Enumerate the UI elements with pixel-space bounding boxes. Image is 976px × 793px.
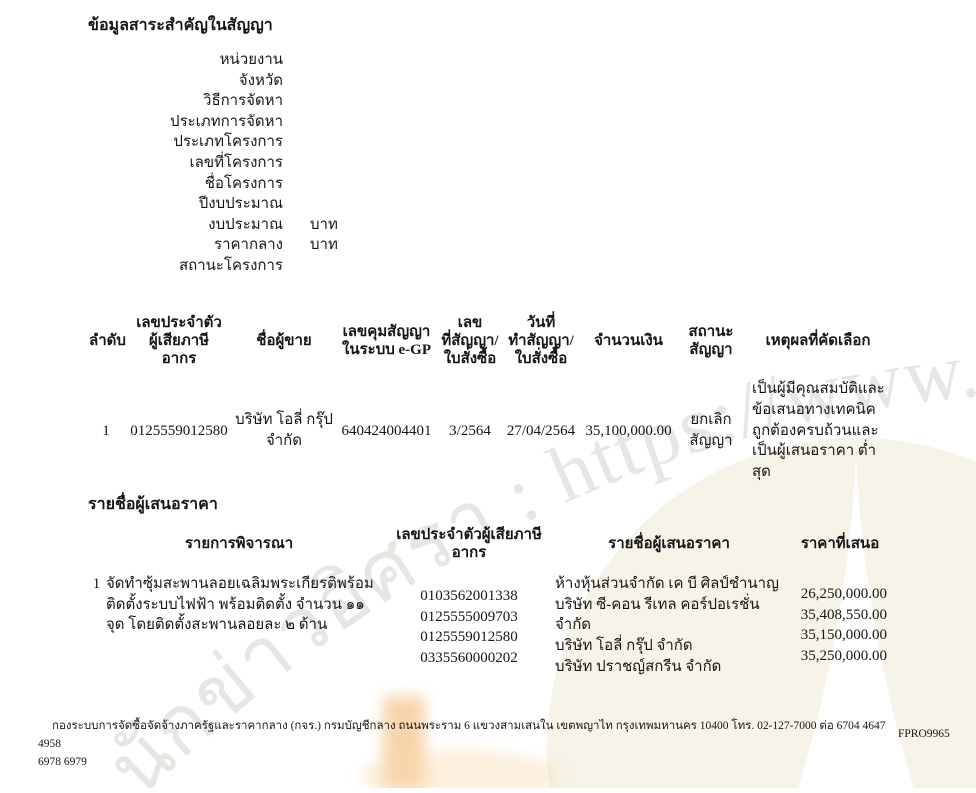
cell-contract-status: ยกเลิก สัญญา xyxy=(689,412,733,449)
field-row-procurement-type: ประเภทการจัดหา xyxy=(88,109,338,130)
column-header-consideration: รายการพิจารณา xyxy=(184,536,294,552)
column-header-amount: จำนวนเงิน xyxy=(594,333,663,349)
column-header-offered-price: ราคาที่เสนอ xyxy=(800,536,880,552)
field-row-budget: งบประมาณ บาท xyxy=(88,212,338,233)
field-label: ชื่อโครงการ xyxy=(204,175,283,192)
cell-bidder-taxpayer-ids: 0103562001338 0125555009703 012555901258… xyxy=(420,588,518,667)
cell-bidder-names: ห้างหุ้นส่วนจำกัด เค บี ศิลป์ชำนาญ บริษั… xyxy=(555,576,779,675)
field-row-province: จังหวัด xyxy=(88,68,338,89)
field-label: ประเภทการจัดหา xyxy=(170,113,283,130)
cell-egp-control-no: 640424004401 xyxy=(341,422,432,439)
watermark-spire-icon xyxy=(798,455,914,788)
field-label: เลขที่โครงการ xyxy=(189,154,284,171)
cell-selection-reason: เป็นผู้มีคุณสมบัติและ ข้อเสนอทางเทคนิค ถ… xyxy=(752,381,885,481)
field-row-project-status: สถานะโครงการ xyxy=(88,253,338,274)
column-header-selection-reason: เหตุผลที่คัดเลือก xyxy=(765,333,871,349)
cell-no: 1 xyxy=(92,576,101,592)
field-label: ปีงบประมาณ xyxy=(198,196,283,213)
field-row-project-name: ชื่อโครงการ xyxy=(88,171,338,192)
field-label: สถานะโครงการ xyxy=(178,257,283,274)
field-unit: บาท xyxy=(310,216,338,233)
contract-table-header-row: ลำดับ เลขประจำตัว ผู้เสียภาษี อากร ชื่อผ… xyxy=(88,306,890,372)
cell-offered-prices: 26,250,000.00 35,408,550.00 35,150,000.0… xyxy=(800,586,888,665)
column-header-no: ลำดับ xyxy=(89,333,126,349)
column-header-contract-no: เลข ที่สัญญา/ ใบสั่งซื้อ xyxy=(441,315,499,367)
bidders-table: รายการพิจารณา เลขประจำตัวผู้เสียภาษี อาก… xyxy=(88,520,890,678)
footer-office-note: กองระบบการจัดซื้อจัดจ้างภาครัฐและราคากลา… xyxy=(38,720,886,768)
table-row: 1 จัดทำซุ้มสะพานลอยเฉลิมพระเกียรติพร้อม … xyxy=(88,568,890,678)
form-code: FPRO9965 xyxy=(898,728,950,740)
field-label: งบประมาณ xyxy=(208,216,283,233)
column-header-vendor-name: ชื่อผู้ขาย xyxy=(256,333,312,349)
bidders-section-title: รายชื่อผู้เสนอราคา xyxy=(88,496,218,513)
field-row-project-no: เลขที่โครงการ xyxy=(88,150,338,171)
field-label: ราคากลาง xyxy=(214,237,283,254)
column-header-bidder-name: รายชื่อผู้เสนอราคา xyxy=(608,536,730,552)
cell-vendor-name: บริษัท โอลี่ กรุ๊ป จำกัด xyxy=(235,412,333,449)
field-label: หน่วยงาน xyxy=(219,52,283,68)
contract-info-fields: หน่วยงาน จังหวัด วิธีการจัดหา ประเภทการจ… xyxy=(88,47,338,274)
field-row-fiscal-year: ปีงบประมาณ xyxy=(88,191,338,212)
field-label: จังหวัด xyxy=(238,72,283,89)
cell-contract-no: 3/2564 xyxy=(449,422,491,439)
field-label: วิธีการจัดหา xyxy=(203,93,283,110)
column-header-bidder-taxpayer-id: เลขประจำตัวผู้เสียภาษี อากร xyxy=(396,527,542,561)
cell-contract-date: 27/04/2564 xyxy=(506,422,576,439)
bidders-table-header-row: รายการพิจารณา เลขประจำตัวผู้เสียภาษี อาก… xyxy=(88,520,890,568)
table-row: 1 0125559012580 บริษัท โอลี่ กรุ๊ป จำกัด… xyxy=(88,372,890,490)
field-row-agency: หน่วยงาน xyxy=(88,47,338,68)
column-header-contract-status: สถานะ สัญญา xyxy=(688,324,734,358)
column-header-contract-date: วันที่ ทำสัญญา/ ใบสั่งซื้อ xyxy=(508,315,574,367)
contract-table: ลำดับ เลขประจำตัว ผู้เสียภาษี อากร ชื่อผ… xyxy=(88,306,890,490)
field-label: ประเภทโครงการ xyxy=(173,134,283,151)
field-row-project-type: ประเภทโครงการ xyxy=(88,129,338,150)
page-title: ข้อมูลสาระสำคัญในสัญญา xyxy=(88,17,273,34)
cell-consideration: จัดทำซุ้มสะพานลอยเฉลิมพระเกียรติพร้อม ติ… xyxy=(106,576,374,634)
cell-taxpayer-id: 0125559012580 xyxy=(130,422,228,439)
watermark-peach-glow xyxy=(360,750,560,793)
column-header-taxpayer-id: เลขประจำตัว ผู้เสียภาษี อากร xyxy=(136,315,222,367)
column-header-egp-control-no: เลขคุมสัญญา ในระบบ e-GP xyxy=(342,324,431,358)
cell-no: 1 xyxy=(102,422,110,439)
field-row-reference-price: ราคากลาง บาท xyxy=(88,232,338,253)
field-unit: บาท xyxy=(310,237,338,254)
cell-amount: 35,100,000.00 xyxy=(585,422,672,439)
field-row-procurement-method: วิธีการจัดหา xyxy=(88,88,338,109)
